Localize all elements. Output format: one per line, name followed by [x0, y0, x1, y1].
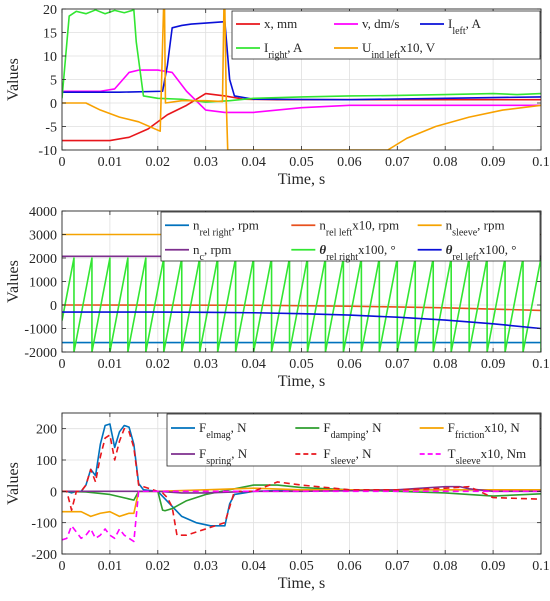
series-line-6 [62, 490, 541, 543]
chart-panel-1: 0 0.01 0.02 0.03 0.04 0.05 0.06 0.07 0.08 0.09 0.1… [5, 3, 550, 188]
x-tick-label: 0.02 [146, 155, 171, 170]
x-tick-label: 0.08 [433, 155, 458, 170]
legend-entry-label: θrel leftx100, ° [446, 242, 517, 263]
x-tick-label: 0 [59, 155, 66, 170]
x-tick-label: 0.03 [193, 357, 218, 372]
legend-entry-label: θrel rightx100, ° [319, 242, 395, 263]
y-tick-label: 5 [50, 74, 57, 89]
legend-entry-label: nc, rpm [193, 242, 231, 263]
x-tick-label: 0.05 [289, 559, 314, 574]
x-tick-label: 0.07 [385, 155, 410, 170]
x-tick-label: 0 [59, 559, 66, 574]
x-tick-label: 0.07 [385, 357, 410, 372]
x-tick-label: 0 [59, 357, 66, 372]
series-line-6 [62, 311, 541, 330]
x-axis-label: Time, s [278, 575, 325, 592]
x-axis-label: Time, s [278, 373, 325, 390]
legend: x, mm v, dm/s Ileft, A Iright, A Uind leftx1… [231, 10, 541, 61]
series-group [62, 9, 541, 150]
y-tick-label: -5 [45, 121, 57, 136]
legend-entry-label: v, dm/s [362, 16, 399, 31]
x-tick-label: 0.08 [433, 559, 458, 574]
y-axis-label: Values [5, 260, 22, 303]
legend-box [166, 413, 541, 467]
legend-entry-label: Ileft, A [448, 16, 481, 37]
x-tick-label: 0.04 [241, 357, 266, 372]
y-tick-label: 100 [36, 454, 57, 469]
x-tick-label: 0.01 [98, 357, 123, 372]
x-tick-label: 0.09 [481, 559, 506, 574]
x-axis-label: Time, s [278, 171, 325, 188]
legend-box [160, 211, 541, 262]
y-tick-label: 3000 [29, 229, 57, 244]
legend: nrel right, rpm nrel leftx10, rpm nsleeve,… [160, 211, 541, 263]
y-axis-label: Values [5, 58, 22, 101]
x-tick-label: 0.1 [532, 357, 550, 372]
y-tick-label: 0 [50, 97, 57, 112]
y-tick-label: 0 [50, 299, 57, 314]
y-tick-label: -1000 [24, 323, 57, 338]
x-tick-label: 0.06 [337, 357, 362, 372]
x-tick-label: 0.02 [146, 559, 171, 574]
y-tick-label: 0 [50, 485, 57, 500]
x-tick-label: 0.04 [241, 559, 266, 574]
legend: Felmag, N Fdamping, N Ffrictionx10, N Fspri… [166, 413, 541, 467]
y-tick-label: 4000 [29, 205, 57, 220]
x-tick-label: 0.07 [385, 559, 410, 574]
legend-entry-label: x, mm [264, 16, 297, 31]
y-tick-label: -100 [31, 517, 57, 532]
legend-entry-label: Fsleeve, N [323, 446, 372, 467]
x-tick-label: 0.06 [337, 559, 362, 574]
x-tick-label: 0.04 [241, 155, 266, 170]
series-group [62, 423, 541, 543]
series-line-2 [62, 69, 541, 114]
legend-entry-label: Iright, A [264, 40, 303, 61]
x-tick-label: 0.02 [146, 357, 171, 372]
series-line-5 [62, 9, 541, 150]
y-tick-label: 200 [36, 423, 57, 438]
legend-entry-label: nrel right, rpm [193, 217, 259, 238]
series-line-3 [62, 20, 541, 101]
y-tick-label: -10 [38, 144, 57, 159]
x-tick-label: 0.08 [433, 357, 458, 372]
y-axis-label: Values [5, 462, 22, 505]
x-tick-label: 0.06 [337, 155, 362, 170]
x-tick-label: 0.03 [193, 155, 218, 170]
y-tick-label: -2000 [24, 346, 57, 361]
legend-entry-label: Tsleevex10, Nm [448, 446, 526, 467]
chart-panel-3: 0 0.01 0.02 0.03 0.04 0.05 0.06 0.07 0.08 0.09 0.1… [5, 412, 550, 592]
y-tick-label: 2000 [29, 252, 57, 267]
x-tick-label: 0.01 [98, 559, 123, 574]
legend-entry-label: nrel leftx10, rpm [319, 217, 399, 238]
x-tick-label: 0.1 [532, 559, 550, 574]
x-tick-label: 0.09 [481, 357, 506, 372]
legend-entry-label: Uind leftx10, V [362, 40, 436, 61]
x-tick-label: 0.01 [98, 155, 123, 170]
series-line-4 [62, 9, 541, 103]
legend-entry-label: Felmag, N [199, 420, 247, 441]
y-tick-label: 20 [43, 3, 57, 18]
x-tick-label: 0.05 [289, 155, 314, 170]
legend-entry-label: Fspring, N [199, 446, 248, 467]
legend-box [231, 10, 541, 60]
x-tick-label: 0.1 [532, 155, 550, 170]
series-line-2 [62, 484, 541, 512]
x-tick-label: 0.03 [193, 559, 218, 574]
y-tick-label: -200 [31, 548, 57, 563]
legend-entry-label: Ffrictionx10, N [448, 420, 521, 441]
y-tick-label: 1000 [29, 276, 57, 291]
x-tick-label: 0.09 [481, 155, 506, 170]
y-tick-label: 15 [43, 27, 57, 42]
chart-panel-2: 0 0.01 0.02 0.03 0.04 0.05 0.06 0.07 0.08 0.09 0.1… [5, 205, 550, 390]
legend-entry-label: Fdamping, N [323, 420, 382, 441]
y-tick-label: 10 [43, 50, 57, 65]
legend-entry-label: nsleeve, rpm [446, 217, 505, 238]
x-tick-label: 0.05 [289, 357, 314, 372]
